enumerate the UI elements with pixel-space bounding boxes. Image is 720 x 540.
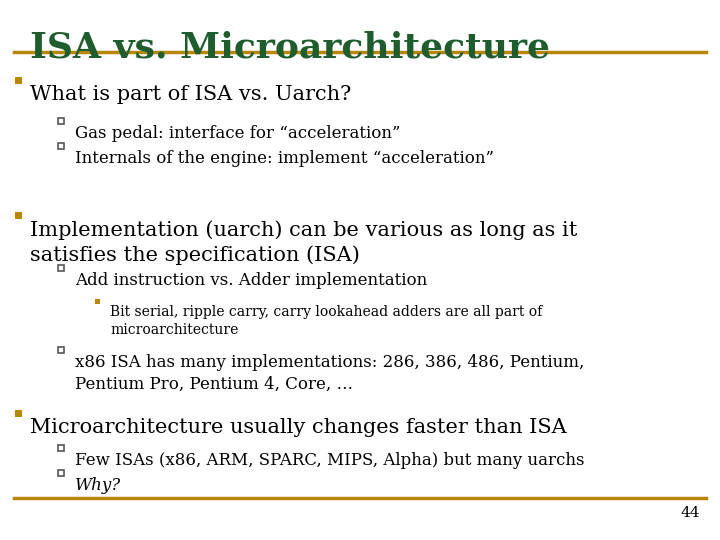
Text: Microarchitecture usually changes faster than ISA: Microarchitecture usually changes faster… (30, 418, 567, 437)
Text: x86 ISA has many implementations: 286, 386, 486, Pentium,
Pentium Pro, Pentium 4: x86 ISA has many implementations: 286, 3… (75, 354, 585, 393)
Bar (58, 144, 64, 150)
Bar (15, 409, 22, 416)
Bar (58, 347, 64, 353)
Bar (58, 265, 64, 272)
Text: Bit serial, ripple carry, carry lookahead adders are all part of
microarchitectu: Bit serial, ripple carry, carry lookahea… (110, 305, 542, 337)
Text: Implementation (uarch) can be various as long as it
satisfies the specification : Implementation (uarch) can be various as… (30, 220, 577, 265)
Text: 44: 44 (680, 506, 700, 520)
Text: Add instruction vs. Adder implementation: Add instruction vs. Adder implementation (75, 272, 427, 289)
Bar (15, 77, 22, 84)
Bar (95, 299, 100, 304)
Text: ISA vs. Microarchitecture: ISA vs. Microarchitecture (30, 30, 550, 64)
Bar (58, 446, 64, 451)
Text: Gas pedal: interface for “acceleration”: Gas pedal: interface for “acceleration” (75, 125, 400, 142)
Text: Internals of the engine: implement “acceleration”: Internals of the engine: implement “acce… (75, 150, 494, 167)
Bar (58, 118, 64, 124)
Bar (58, 470, 64, 476)
Text: What is part of ISA vs. Uarch?: What is part of ISA vs. Uarch? (30, 85, 351, 104)
Text: Why?: Why? (75, 477, 121, 494)
Text: Few ISAs (x86, ARM, SPARC, MIPS, Alpha) but many uarchs: Few ISAs (x86, ARM, SPARC, MIPS, Alpha) … (75, 452, 585, 469)
Bar (15, 212, 22, 219)
